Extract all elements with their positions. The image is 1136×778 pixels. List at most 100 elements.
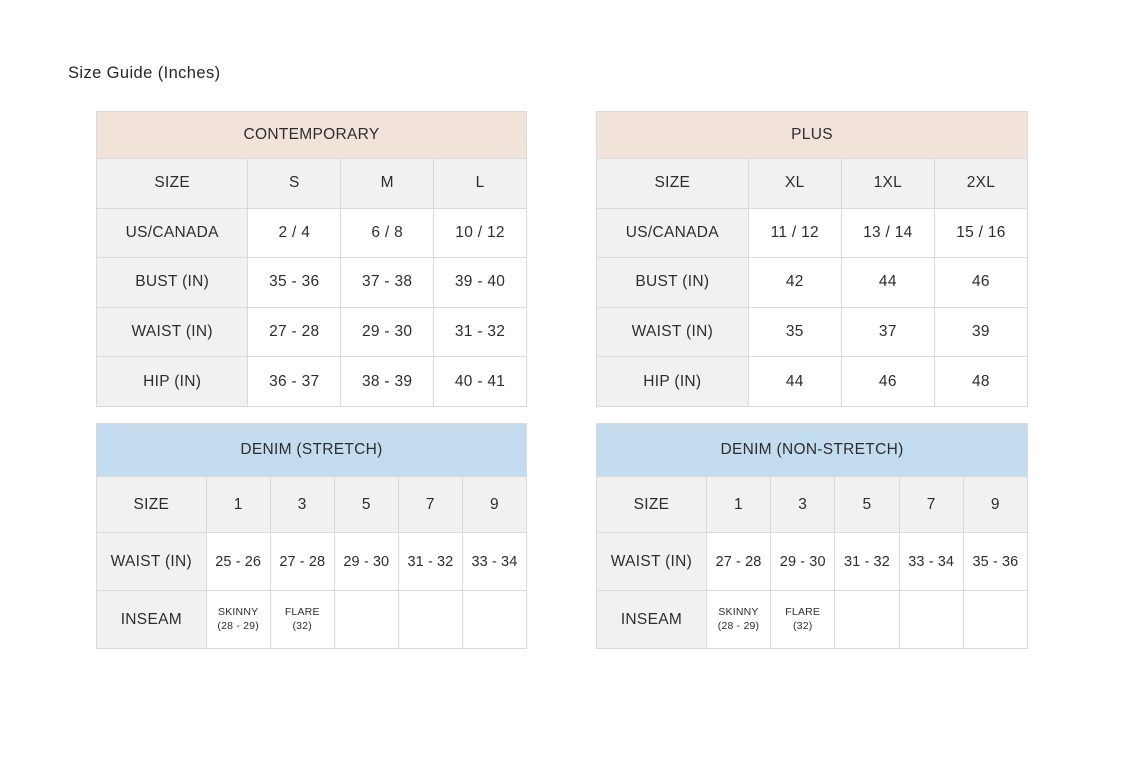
inseam-style: SKINNY [218, 605, 259, 618]
inseam-value-cell: SKINNY (28 - 29) [205, 590, 271, 649]
inseam-value-cell: FLARE (32) [269, 590, 335, 649]
row-label: BUST (IN) [596, 257, 749, 308]
denim-non-stretch-table-title: DENIM (NON-STRETCH) [596, 423, 1028, 477]
plus-table: PLUS SIZE XL 1XL 2XL US/CANADA 11 / 12 1… [596, 111, 1029, 407]
value-cell: 27 - 28 [705, 532, 772, 591]
value-cell: 37 - 38 [340, 257, 435, 308]
table-row: US/CANADA 11 / 12 13 / 14 15 / 16 [596, 207, 1029, 259]
table-row: WAIST (IN) 25 - 26 27 - 28 29 - 30 31 - … [96, 532, 528, 591]
value-cell: 27 - 28 [269, 532, 335, 591]
size-value-cell: 7 [397, 476, 463, 533]
row-label: WAIST (IN) [596, 306, 749, 358]
inseam-style: SKINNY [718, 605, 759, 618]
value-cell: 29 - 30 [340, 306, 435, 358]
value-cell: 35 - 36 [962, 532, 1029, 591]
value-cell: 46 [933, 257, 1029, 308]
size-value-cell: S [247, 158, 342, 209]
inseam-style: FLARE [284, 605, 320, 618]
size-header-cell: SIZE [96, 476, 207, 533]
table-row: BUST (IN) 42 44 46 [596, 257, 1029, 308]
row-label: US/CANADA [95, 207, 249, 259]
value-cell: 44 [840, 257, 935, 308]
value-cell: 27 - 28 [247, 306, 342, 358]
value-cell: 33 - 34 [898, 532, 964, 591]
contemporary-table: CONTEMPORARY SIZE S M L US/CANADA 2 / 4 … [95, 111, 527, 407]
denim-stretch-table-title: DENIM (STRETCH) [96, 423, 527, 477]
table-row: SIZE XL 1XL 2XL [596, 158, 1029, 209]
row-label: INSEAM [596, 590, 707, 649]
value-cell: 44 [747, 356, 842, 407]
row-label: WAIST (IN) [96, 532, 207, 591]
size-value-cell: 9 [461, 476, 528, 533]
size-value-cell: 9 [962, 476, 1029, 533]
table-row: SIZE 1 3 5 7 9 [96, 476, 528, 533]
size-value-cell: 5 [333, 476, 399, 533]
value-cell: 48 [933, 356, 1029, 407]
value-cell: 15 / 16 [933, 207, 1029, 259]
inseam-value-cell: SKINNY (28 - 29) [705, 590, 772, 649]
row-label: US/CANADA [596, 207, 749, 259]
table-row: BUST (IN) 35 - 36 37 - 38 39 - 40 [95, 257, 527, 308]
denim-non-stretch-table: DENIM (NON-STRETCH) SIZE 1 3 5 7 9 WAIST… [596, 423, 1029, 649]
inseam-value-cell: FLARE (32) [770, 590, 836, 649]
value-cell: 40 - 41 [433, 356, 527, 407]
inseam-empty-cell [461, 590, 528, 649]
value-cell: 37 [840, 306, 935, 358]
value-cell: 13 / 14 [840, 207, 935, 259]
table-row: INSEAM SKINNY (28 - 29) FLARE (32) [596, 590, 1029, 649]
inseam-empty-cell [397, 590, 463, 649]
row-label: WAIST (IN) [95, 306, 249, 358]
table-row: US/CANADA 2 / 4 6 / 8 10 / 12 [95, 207, 527, 259]
page-title: Size Guide (Inches) [68, 64, 221, 82]
size-header-cell: SIZE [596, 476, 707, 533]
table-row: WAIST (IN) 27 - 28 29 - 30 31 - 32 33 - … [596, 532, 1029, 591]
size-value-cell: XL [747, 158, 842, 209]
value-cell: 39 [933, 306, 1029, 358]
value-cell: 11 / 12 [747, 207, 842, 259]
inseam-detail: (28 - 29) [717, 619, 760, 632]
size-value-cell: 1XL [840, 158, 935, 209]
value-cell: 29 - 30 [770, 532, 836, 591]
contemporary-table-title: CONTEMPORARY [96, 111, 527, 159]
size-value-cell: 3 [269, 476, 335, 533]
value-cell: 29 - 30 [333, 532, 399, 591]
table-row: WAIST (IN) 27 - 28 29 - 30 31 - 32 [95, 306, 527, 358]
inseam-empty-cell [898, 590, 964, 649]
value-cell: 31 - 32 [834, 532, 900, 591]
size-value-cell: 3 [770, 476, 836, 533]
row-label: BUST (IN) [95, 257, 249, 308]
table-row: WAIST (IN) 35 37 39 [596, 306, 1029, 358]
inseam-empty-cell [962, 590, 1029, 649]
inseam-detail: (32) [292, 619, 312, 632]
value-cell: 2 / 4 [247, 207, 342, 259]
size-value-cell: 7 [898, 476, 964, 533]
inseam-empty-cell [333, 590, 399, 649]
table-row: SIZE 1 3 5 7 9 [596, 476, 1029, 533]
size-value-cell: 2XL [933, 158, 1029, 209]
size-value-cell: 1 [705, 476, 772, 533]
inseam-detail: (32) [792, 619, 813, 632]
denim-stretch-table: DENIM (STRETCH) SIZE 1 3 5 7 9 WAIST (IN… [96, 423, 528, 649]
size-header-cell: SIZE [596, 158, 749, 209]
value-cell: 31 - 32 [433, 306, 527, 358]
table-row: HIP (IN) 36 - 37 38 - 39 40 - 41 [95, 356, 527, 407]
inseam-empty-cell [834, 590, 900, 649]
size-value-cell: M [340, 158, 435, 209]
value-cell: 39 - 40 [433, 257, 527, 308]
size-value-cell: 1 [205, 476, 271, 533]
row-label: HIP (IN) [95, 356, 249, 407]
size-header-cell: SIZE [95, 158, 249, 209]
value-cell: 31 - 32 [397, 532, 463, 591]
table-row: HIP (IN) 44 46 48 [596, 356, 1029, 407]
value-cell: 35 - 36 [247, 257, 342, 308]
size-value-cell: 5 [834, 476, 900, 533]
inseam-detail: (28 - 29) [217, 619, 259, 632]
value-cell: 36 - 37 [247, 356, 342, 407]
value-cell: 35 [747, 306, 842, 358]
inseam-style: FLARE [785, 605, 821, 618]
size-value-cell: L [433, 158, 527, 209]
plus-table-title: PLUS [596, 111, 1028, 159]
table-row: SIZE S M L [95, 158, 527, 209]
value-cell: 33 - 34 [461, 532, 528, 591]
value-cell: 38 - 39 [340, 356, 435, 407]
